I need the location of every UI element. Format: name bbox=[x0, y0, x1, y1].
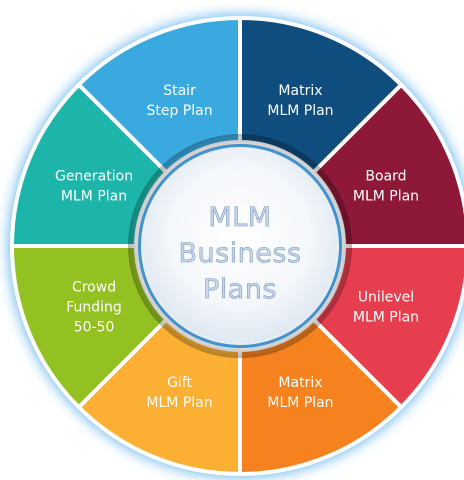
segment-label-line: Gift bbox=[167, 375, 192, 391]
segment-label-line: Stair bbox=[163, 83, 196, 99]
center-disc: MLM Business Plans bbox=[128, 134, 352, 358]
segment-label-line: Crowd bbox=[72, 279, 116, 295]
segment-label-line: Matrix bbox=[278, 375, 322, 391]
segment-unilevel-mlm-plan: Unilevel MLM Plan bbox=[310, 244, 464, 411]
center-circle bbox=[141, 147, 339, 345]
segment-label-line: Step Plan bbox=[146, 103, 212, 119]
segment-label-line: MLM Plan bbox=[267, 395, 333, 411]
center-title-line: MLM bbox=[208, 202, 271, 233]
segment-label-line: MLM Plan bbox=[267, 103, 333, 119]
segment-label-line: Matrix bbox=[278, 83, 322, 99]
center-title-line: Business bbox=[178, 238, 301, 269]
segment-gift-mlm-plan: Gift MLM Plan bbox=[75, 316, 242, 477]
segment-label-line: Unilevel bbox=[358, 289, 414, 305]
segment-label-line: MLM Plan bbox=[353, 309, 419, 325]
segment-label-line: MLM Plan bbox=[146, 395, 212, 411]
segment-matrix-mlm-plan-top: Matrix MLM Plan bbox=[238, 15, 405, 176]
segment-label-line: 50-50 bbox=[74, 319, 115, 335]
segments: Stair Step Plan Matrix MLM Plan Board MLM Pla… bbox=[9, 15, 464, 477]
segment-label-line: MLM Plan bbox=[353, 189, 419, 205]
center-title-line: Plans bbox=[203, 274, 277, 305]
segment-stair-step-plan: Stair Step Plan bbox=[75, 15, 242, 176]
segment-label-line: Funding bbox=[66, 299, 122, 315]
segment-label-line: MLM Plan bbox=[61, 189, 127, 205]
segment-label-line: Generation bbox=[55, 169, 133, 185]
segment-label-line: Board bbox=[365, 169, 406, 185]
